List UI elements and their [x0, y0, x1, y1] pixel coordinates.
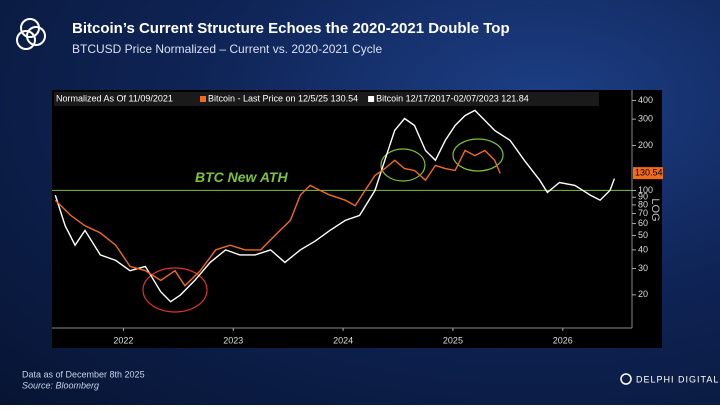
series-line	[54, 149, 501, 287]
brand: DELPHI DIGITAL	[636, 374, 719, 384]
last-price-label: 130.54	[635, 168, 663, 178]
legend-bar	[54, 92, 599, 106]
last-price-box	[633, 167, 663, 180]
y-tick-label: 20	[638, 289, 648, 299]
legend-swatch	[368, 96, 375, 102]
log-label: LOG	[649, 198, 661, 221]
logo	[16, 18, 46, 50]
y-tick-label: 300	[638, 114, 653, 124]
y-tick-label: 40	[638, 244, 648, 254]
legend-label: Bitcoin 12/17/2017-02/07/2023 121.84	[376, 93, 529, 103]
legend-swatch	[200, 96, 206, 102]
x-tick-label: 2022	[113, 335, 133, 345]
x-tick-label: 2025	[443, 335, 463, 345]
footer-source: Source: Bloomberg	[22, 380, 99, 390]
y-tick-label: 200	[638, 140, 653, 150]
legend-note: Normalized As Of 11/09/2021	[56, 93, 173, 103]
x-tick-label: 2024	[333, 335, 353, 345]
y-tick-label: 80	[638, 199, 648, 209]
y-tick-label: 50	[638, 230, 648, 240]
series-line	[54, 109, 616, 303]
y-tick-label: 90	[638, 192, 648, 202]
y-tick-label: 30	[638, 263, 648, 273]
x-tick-label: 2026	[553, 335, 573, 345]
y-tick-label: 70	[638, 208, 648, 218]
reference-label: BTC New ATH	[195, 169, 288, 185]
footer-note: Data as of December 8th 2025	[22, 369, 145, 379]
subtitle: BTCUSD Price Normalized – Current vs. 20…	[72, 42, 382, 56]
y-tick-label: 60	[638, 218, 648, 228]
highlight-ellipse	[142, 267, 208, 313]
y-tick-label: 400	[638, 95, 653, 105]
legend-label: Bitcoin - Last Price on 12/5/25 130.54	[208, 93, 358, 103]
title: Bitcoin’s Current Structure Echoes the 2…	[72, 20, 510, 37]
highlight-ellipse	[380, 148, 426, 182]
y-tick-label: 100	[638, 185, 653, 195]
highlight-ellipse	[452, 138, 504, 172]
x-tick-label: 2023	[223, 335, 243, 345]
chart-panel	[52, 90, 662, 348]
brand-icon	[620, 373, 632, 385]
